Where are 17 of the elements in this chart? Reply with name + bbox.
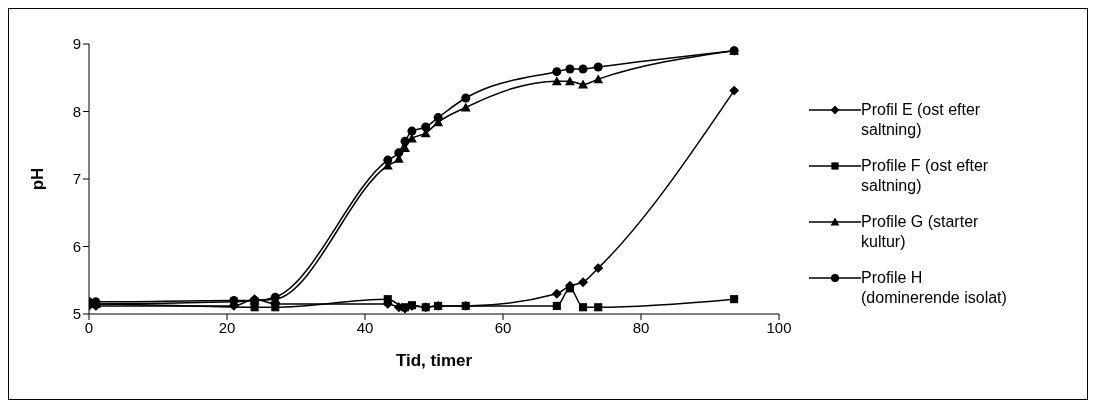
legend-label: Profile F (ost efter saltning)	[861, 156, 990, 196]
x-tick-label: 80	[632, 318, 650, 336]
y-axis-title: pH	[28, 167, 48, 191]
y-tick-label: 9	[72, 35, 81, 53]
x-tick-label: 20	[218, 318, 236, 336]
legend-label: Profil E (ost efter saltning)	[861, 100, 982, 140]
y-tick-label: 6	[72, 237, 81, 255]
y-tick-label: 8	[72, 102, 81, 120]
x-tick-label: 60	[494, 318, 512, 336]
legend-label: Profile G (starter kultur)	[861, 212, 980, 252]
x-tick-label: 0	[84, 318, 94, 336]
x-axis-title: Tid, timer	[395, 351, 473, 370]
y-tick-label: 7	[72, 170, 81, 188]
legend-label: Profile H (dominerende isolat)	[861, 268, 1008, 308]
y-tick-label: 5	[72, 305, 81, 323]
x-tick-label: 100	[766, 318, 792, 336]
x-tick-label: 40	[356, 318, 374, 336]
